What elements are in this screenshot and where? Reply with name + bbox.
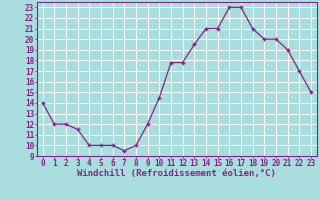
X-axis label: Windchill (Refroidissement éolien,°C): Windchill (Refroidissement éolien,°C) xyxy=(77,169,276,178)
